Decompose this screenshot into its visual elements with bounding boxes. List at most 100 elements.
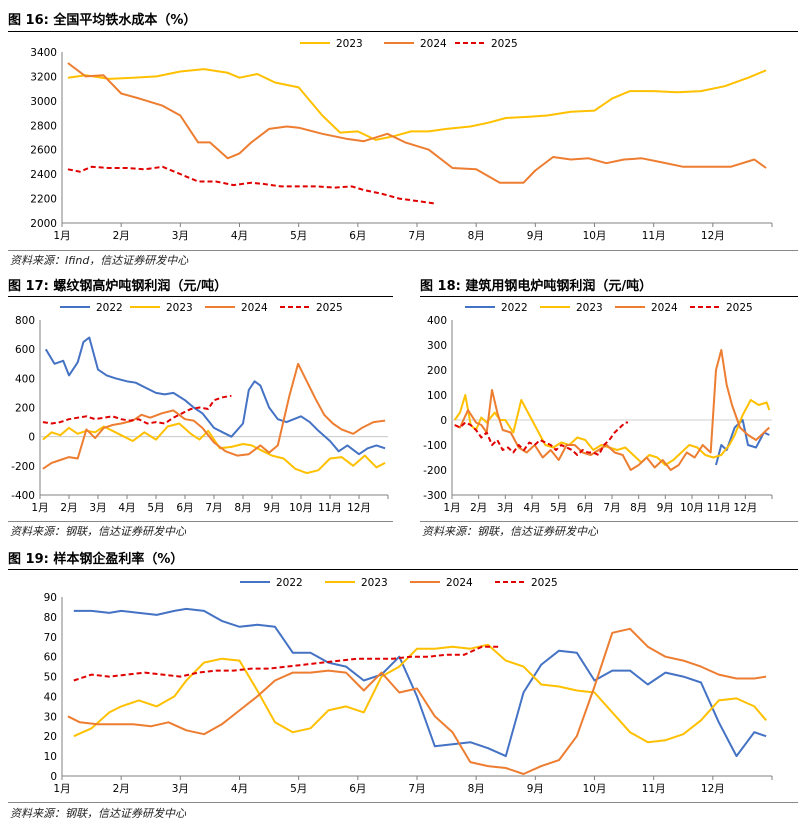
y-tick-label: 200 xyxy=(427,365,447,377)
legend-label-2023: 2023 xyxy=(361,577,388,589)
y-tick-label: 600 xyxy=(15,344,35,356)
figure-17-title-text: 螺纹钢高炉吨钢利润（元/吨） xyxy=(53,279,228,294)
x-tick-label: 7月 xyxy=(408,783,425,795)
y-tick-label: 2200 xyxy=(30,194,57,206)
figure-16-title-text: 全国平均铁水成本（%） xyxy=(53,13,197,28)
x-tick-label: 2月 xyxy=(470,502,487,514)
series-line-2023 xyxy=(67,68,767,141)
x-tick-label: 1月 xyxy=(53,783,70,795)
legend-label-2023: 2023 xyxy=(336,38,363,50)
y-tick-label: 400 xyxy=(15,373,35,385)
x-tick-label: 5月 xyxy=(290,783,307,795)
legend-label-2022: 2022 xyxy=(501,302,528,314)
x-tick-label: 1月 xyxy=(53,230,70,242)
series-line-2025 xyxy=(42,394,232,425)
legend-label-2025: 2025 xyxy=(531,577,558,589)
y-tick-label: 60 xyxy=(44,652,57,664)
x-tick-label: 6月 xyxy=(349,230,366,242)
x-tick-label: 9月 xyxy=(263,502,280,514)
legend-label-2022: 2022 xyxy=(276,577,303,589)
x-tick-label: 6月 xyxy=(349,783,366,795)
y-tick-label: 3200 xyxy=(30,71,57,83)
figure-18-title: 图 18: 建筑用钢电炉吨钢利润（元/吨） xyxy=(420,275,652,294)
y-tick-label: 30 xyxy=(44,711,57,723)
x-tick-label: 10月 xyxy=(583,230,607,242)
x-tick-label: 12月 xyxy=(733,502,757,514)
legend-label-2022: 2022 xyxy=(96,302,123,314)
y-tick-label: 0 xyxy=(28,432,35,444)
series-line-2022 xyxy=(73,607,767,758)
legend-label-2025: 2025 xyxy=(491,38,518,50)
y-tick-label: 10 xyxy=(44,751,57,763)
legend-label-2025: 2025 xyxy=(316,302,343,314)
series-line-2022 xyxy=(44,336,386,456)
figure-17-top-rule xyxy=(8,296,393,297)
x-tick-label: 4月 xyxy=(118,502,135,514)
chart-0: 2000 2200 2400 2600 2800 3000 3200 3400 1月 2月 3月 4月… xyxy=(30,38,773,242)
legend-label-2024: 2024 xyxy=(446,577,473,589)
x-tick-label: 8月 xyxy=(468,230,485,242)
x-tick-label: 11月 xyxy=(642,783,666,795)
y-tick-label: 50 xyxy=(44,672,57,684)
legend-label-2024: 2024 xyxy=(651,302,678,314)
y-tick-label: 200 xyxy=(15,403,35,415)
figure-17-source: 资料来源：钢联，信达证券研发中心 xyxy=(10,525,186,538)
series-line-2024 xyxy=(67,627,767,775)
x-tick-label: 11月 xyxy=(707,502,731,514)
legend-label-2024: 2024 xyxy=(420,38,447,50)
x-tick-label: 3月 xyxy=(89,502,106,514)
y-tick-label: 800 xyxy=(15,315,35,327)
x-tick-label: 4月 xyxy=(523,502,540,514)
x-tick-label: 12月 xyxy=(347,502,371,514)
y-tick-label: -200 xyxy=(11,461,35,473)
chart-1: -400 -200 0 200 400 600 800 1月 2月 3月 4月 5月 6月 7月 8月 9月 1… xyxy=(11,302,389,514)
x-tick-label: 6月 xyxy=(176,502,193,514)
chart-3: 0 10 20 30 40 50 60 70 80 90 1月 2月 3月 4月 5月 6月 7月 8月 9月 10月… xyxy=(44,577,773,795)
figure-17-label: 图 17: xyxy=(8,279,49,294)
x-tick-label: 2月 xyxy=(113,783,130,795)
figure-19-source: 资料来源：钢联，信达证券研发中心 xyxy=(10,807,186,820)
y-tick-label: 20 xyxy=(44,731,57,743)
series-line-2024 xyxy=(67,62,767,184)
y-tick-label: 300 xyxy=(427,340,447,352)
figure-19-bottom-rule xyxy=(8,802,798,803)
figure-16-bottom-rule xyxy=(8,250,798,251)
x-tick-label: 1月 xyxy=(443,502,460,514)
x-tick-label: 10月 xyxy=(583,783,607,795)
x-tick-label: 7月 xyxy=(205,502,222,514)
x-tick-label: 11月 xyxy=(642,230,666,242)
x-tick-label: 8月 xyxy=(234,502,251,514)
y-tick-label: 40 xyxy=(44,691,57,703)
x-tick-label: 5月 xyxy=(550,502,567,514)
series-line-2025 xyxy=(67,165,435,205)
figure-16-source: 资料来源：Ifind，信达证券研发中心 xyxy=(10,254,189,267)
y-tick-label: 0 xyxy=(440,415,447,427)
figure-18-title-text: 建筑用钢电炉吨钢利润（元/吨） xyxy=(465,279,653,294)
legend-label-2023: 2023 xyxy=(166,302,193,314)
figure-17-title: 图 17: 螺纹钢高炉吨钢利润（元/吨） xyxy=(8,275,227,294)
y-tick-label: 70 xyxy=(44,632,57,644)
series-line-2023 xyxy=(73,643,767,744)
legend-label-2023: 2023 xyxy=(576,302,603,314)
y-tick-label: 0 xyxy=(50,771,57,783)
y-tick-label: 400 xyxy=(427,315,447,327)
figure-17-bottom-rule xyxy=(8,521,393,522)
figure-18-bottom-rule xyxy=(420,521,798,522)
x-tick-label: 9月 xyxy=(527,783,544,795)
x-tick-label: 2月 xyxy=(60,502,77,514)
y-tick-label: 2000 xyxy=(30,218,57,230)
x-tick-label: 3月 xyxy=(497,502,514,514)
x-tick-label: 9月 xyxy=(657,502,674,514)
figure-18-top-rule xyxy=(420,296,798,297)
x-tick-label: 3月 xyxy=(172,230,189,242)
x-tick-label: 6月 xyxy=(577,502,594,514)
y-tick-label: 2800 xyxy=(30,120,57,132)
figure-16-top-rule xyxy=(8,31,798,32)
y-tick-label: 3000 xyxy=(30,96,57,108)
figure-19-label: 图 19: xyxy=(8,552,49,567)
y-tick-label: -400 xyxy=(11,490,35,502)
y-tick-label: -100 xyxy=(423,440,447,452)
x-tick-label: 2月 xyxy=(113,230,130,242)
figure-19-title-text: 样本钢企盈利率（%） xyxy=(53,552,184,567)
